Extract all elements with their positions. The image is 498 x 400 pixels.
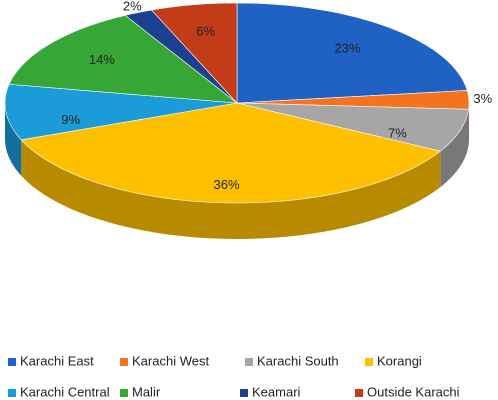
data-label: 3%: [473, 91, 492, 106]
slice: [4, 83, 238, 141]
data-label: 14%: [89, 52, 115, 67]
slice: [20, 102, 441, 204]
legend-swatch: [245, 358, 253, 366]
slice-side: [21, 139, 441, 239]
legend-swatch: [8, 389, 16, 397]
legend-label: Karachi Central: [20, 384, 110, 399]
data-label: 23%: [334, 40, 360, 55]
legend-label: Outside Karachi: [367, 384, 460, 399]
slice-side: [5, 103, 22, 176]
data-label: 2%: [123, 0, 142, 14]
data-label: 36%: [213, 177, 239, 192]
data-label: 9%: [61, 112, 80, 127]
slice: [236, 2, 468, 104]
slice: [8, 15, 238, 104]
slice: [151, 2, 238, 104]
slice: [124, 9, 238, 104]
legend-swatch: [365, 358, 373, 366]
data-label: 6%: [196, 24, 215, 39]
slice: [236, 90, 470, 110]
legend-swatch: [240, 389, 248, 397]
legend-label: Malir: [132, 384, 161, 399]
data-label: 7%: [388, 125, 407, 140]
slice: [236, 102, 469, 152]
legend-swatch: [8, 358, 16, 366]
legend-label: Karachi West: [132, 353, 209, 368]
legend-label: Keamari: [252, 384, 301, 399]
legend-label: Korangi: [377, 353, 422, 368]
legend-swatch: [120, 389, 128, 397]
legend-swatch: [120, 358, 128, 366]
legend-label: Karachi East: [20, 353, 94, 368]
legend-swatch: [355, 389, 363, 397]
legend-label: Karachi South: [257, 353, 339, 368]
